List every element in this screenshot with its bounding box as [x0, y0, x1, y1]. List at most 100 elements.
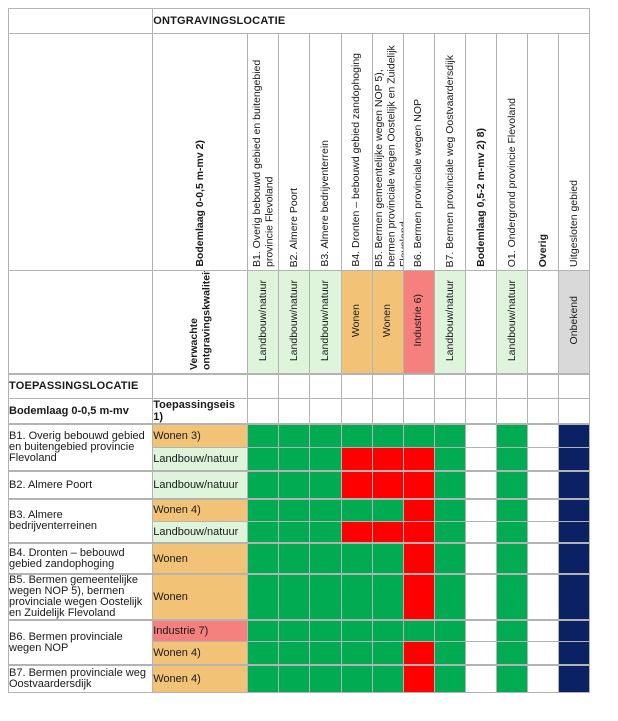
excavation-column-header-6: B6. Bermen provinciale wegen NOP — [402, 33, 435, 271]
expected-quality-cell: Wonen — [340, 270, 373, 374]
excavation-column-header-2: B2. Almere Poort — [278, 33, 311, 271]
excavation-column-header-label: B1. Overig bebouwd gebied en buitengebie… — [251, 59, 276, 267]
matrix-cell — [340, 573, 373, 621]
matrix-cell — [340, 470, 373, 500]
matrix-cell — [495, 520, 528, 544]
matrix-cell — [247, 542, 280, 575]
requirement-cell: Landbouw/natuur — [152, 470, 249, 500]
matrix-cell — [526, 520, 559, 544]
matrix-cell — [464, 446, 497, 472]
expected-quality-label: Verwachte ontgravingskwaliteit — [187, 270, 213, 370]
matrix-cell — [464, 640, 497, 666]
excavation-column-header-label: Overig — [536, 233, 549, 267]
excavation-column-header-5: B5. Bermen gemeentelijke wegen NOP 5), b… — [371, 33, 404, 271]
matrix-cell — [340, 542, 373, 575]
application-row: Landbouw/natuur — [9, 520, 591, 544]
location-cell: B3. Almere bedrijventerreinen — [7, 498, 154, 544]
matrix-cell — [526, 498, 559, 522]
expected-row-empty-cell — [7, 270, 154, 374]
expected-quality-cell: Landbouw/natuur — [247, 270, 280, 374]
matrix-cell — [340, 619, 373, 642]
matrix-cell — [247, 573, 280, 621]
matrix-cell — [526, 446, 559, 472]
matrix-cell — [433, 542, 466, 575]
matrix-cell — [371, 664, 404, 693]
matrix-cell — [371, 640, 404, 666]
expected-quality-cell-label: Wonen — [350, 303, 363, 337]
matrix-cell — [278, 664, 311, 693]
matrix-cell — [309, 446, 342, 472]
matrix-cell — [340, 664, 373, 693]
matrix-cell — [402, 542, 435, 575]
excavation-column-header-7: B7. Bermen provinciale weg Oostvaardersd… — [433, 33, 466, 271]
location-cell: B2. Almere Poort — [7, 470, 154, 500]
matrix-cell — [402, 423, 435, 448]
matrix-cell — [464, 664, 497, 693]
requirement-cell: Wonen — [152, 542, 249, 575]
expected-quality-cell: Landbouw/natuur — [309, 270, 342, 374]
application-row: B7. Bermen provinciale weg Oostvaardersd… — [7, 664, 591, 693]
excavation-column-header-label: Bodemlaag 0-0,5 m-mv 2) — [194, 140, 207, 267]
requirement-cell: Landbouw/natuur — [152, 520, 249, 544]
matrix-cell — [557, 640, 591, 666]
excavation-column-header-label: O1. Ondergrond provincie Flevoland — [505, 97, 518, 267]
requirement-cell: Wonen 3) — [152, 423, 249, 448]
expected-quality-cell-label: Landbouw/natuur — [505, 279, 518, 361]
matrix-cell — [433, 423, 466, 448]
expected-quality-cell-label: Wonen — [381, 303, 394, 337]
location-cell: B5. Bermen gemeentelijke wegen NOP 5), b… — [7, 573, 154, 621]
expected-quality-label-cell: Verwachte ontgravingskwaliteit — [152, 270, 249, 374]
matrix-cell — [433, 470, 466, 500]
expected-quality-cell — [526, 270, 559, 374]
excavation-column-header-0: Bodemlaag 0-0,5 m-mv 2) — [152, 33, 249, 271]
matrix-cell — [402, 446, 435, 472]
expected-quality-cell-label: Industrie 6) — [412, 293, 425, 347]
matrix-cell — [309, 520, 342, 544]
expected-quality-cell-label: Landbouw/natuur — [443, 279, 456, 361]
matrix-cell — [340, 446, 373, 472]
excavation-column-header-label: B2. Almere Poort — [288, 187, 301, 267]
location-cell: B7. Bermen provinciale weg Oostvaardersd… — [7, 664, 154, 693]
application-row: B5. Bermen gemeentelijke wegen NOP 5), b… — [7, 573, 591, 621]
matrix-cell — [464, 542, 497, 575]
matrix-cell — [278, 542, 311, 575]
requirement-cell: Wonen 4) — [152, 664, 249, 693]
matrix-cell — [402, 664, 435, 693]
matrix-cell — [309, 470, 342, 500]
matrix-cell — [495, 619, 528, 642]
expected-quality-cell — [464, 270, 497, 374]
matrix-cell — [495, 470, 528, 500]
matrix-cell — [557, 619, 591, 642]
matrix-cell — [464, 470, 497, 500]
excavation-column-header-10: Overig — [526, 33, 559, 271]
matrix-cell — [371, 498, 404, 522]
matrix-cell — [433, 520, 466, 544]
column-header-empty-cell — [7, 33, 154, 271]
matrix-cell — [433, 446, 466, 472]
expected-quality-cell: Landbouw/natuur — [433, 270, 466, 374]
matrix-cell — [340, 423, 373, 448]
requirement-cell: Industrie 7) — [152, 619, 249, 642]
matrix-cell — [557, 573, 591, 621]
matrix-cell — [495, 664, 528, 693]
location-cell: B1. Overig bebouwd gebied en buitengebie… — [7, 423, 154, 472]
matrix-cell — [340, 498, 373, 522]
application-row: B6. Bermen provinciale wegen NOP Industri… — [7, 619, 591, 666]
matrix-cell — [247, 446, 280, 472]
matrix-cell — [247, 470, 280, 500]
excavation-column-header-9: O1. Ondergrond provincie Flevoland — [495, 33, 528, 271]
application-subheader-right: Toepassingseis 1) — [152, 398, 249, 425]
excavation-column-header-3: B3. Almere bedrijventerrein — [309, 33, 342, 271]
matrix-cell — [464, 423, 497, 448]
matrix-cell — [247, 520, 280, 544]
expected-quality-cell: Landbouw/natuur — [495, 270, 528, 374]
matrix-cell — [402, 573, 435, 621]
matrix-cell — [371, 619, 404, 642]
matrix-cell — [309, 573, 342, 621]
excavation-column-header-label: Bodemlaag 0,5-2 m-mv 2) 8) — [474, 128, 487, 267]
matrix-cell — [402, 498, 435, 522]
excavation-column-header-label: B5. Bermen gemeentelijke wegen NOP 5), b… — [372, 45, 404, 267]
matrix-cell — [557, 664, 591, 693]
requirement-cell: Wonen — [152, 573, 249, 621]
